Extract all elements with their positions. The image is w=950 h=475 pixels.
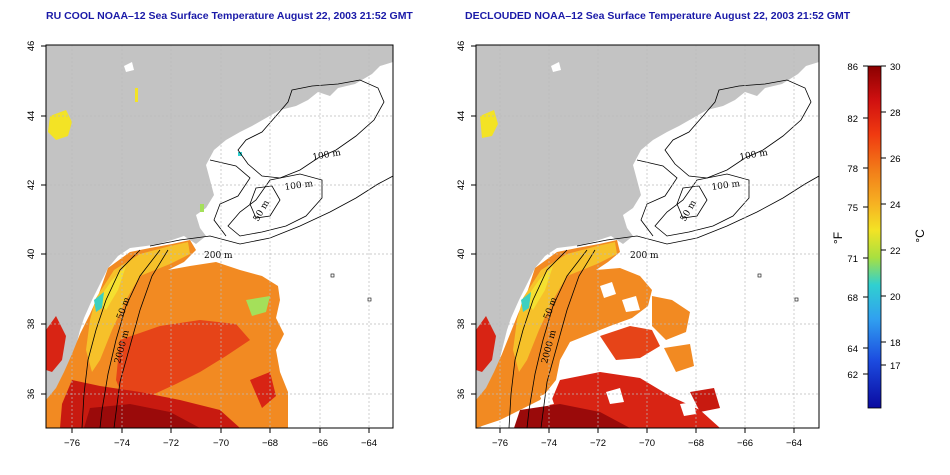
contour-label: 200 m	[204, 251, 233, 261]
celsius-label: °C	[913, 229, 927, 243]
contour-label: 100 m	[284, 179, 314, 193]
fahrenheit-label: °F	[831, 232, 845, 244]
graticule	[46, 45, 393, 428]
panel-title-left: RU COOL NOAA–12 Sea Surface Temperature …	[46, 10, 413, 22]
x-tick-label: −64	[786, 438, 802, 449]
contour-label: 200 m	[630, 251, 659, 261]
contour-label: 100 m	[739, 148, 769, 163]
y-tick-label: 46	[456, 41, 467, 52]
fahrenheit-tick: 68	[847, 293, 858, 304]
x-tick-label: −66	[312, 438, 328, 449]
celsius-tick: 28	[890, 108, 901, 119]
y-tick-label: 36	[456, 389, 467, 400]
x-tick-label: −72	[163, 438, 179, 449]
y-tick-label: 46	[26, 41, 37, 52]
land-mass	[46, 45, 393, 428]
y-tick-label: 38	[456, 319, 467, 330]
celsius-tick: 26	[890, 154, 901, 165]
x-tick-label: −74	[541, 438, 557, 449]
x-tick-label: −72	[590, 438, 606, 449]
x-tick-label: −66	[737, 438, 753, 449]
fahrenheit-tick: 62	[847, 370, 858, 381]
fahrenheit-tick: 86	[847, 62, 858, 73]
x-tick-label: −68	[688, 438, 704, 449]
y-tick-label: 44	[26, 111, 37, 122]
colorbar-scale	[867, 65, 882, 409]
fahrenheit-tick: 82	[847, 114, 858, 125]
y-tick-label: 40	[26, 249, 37, 260]
map-frame	[45, 44, 394, 429]
fahrenheit-tick: 71	[847, 254, 858, 265]
y-tick-label: 36	[26, 389, 37, 400]
contour-label: 100 m	[711, 179, 741, 193]
fahrenheit-tick: 78	[847, 164, 858, 175]
map-panel-left: 100 m 100 m 50 m 200 m 50 m 2000 m	[26, 41, 394, 449]
graticule	[476, 45, 819, 428]
map-panel-right: 100 m 100 m 50 m 200 m 50 m 2000 m	[456, 41, 820, 449]
fahrenheit-tick: 75	[847, 203, 858, 214]
panel-title-right: DECLOUDED NOAA–12 Sea Surface Temperatur…	[465, 10, 851, 22]
y-tick-label: 44	[456, 111, 467, 122]
x-tick-label: −76	[492, 438, 508, 449]
colorbar: 86 82 78 75 71 68 64 62 30 28 26 24 22 2…	[831, 62, 927, 409]
celsius-tick: 24	[890, 200, 901, 211]
land-mass	[476, 45, 819, 428]
contour-label: 100 m	[312, 148, 342, 163]
celsius-tick: 30	[890, 62, 901, 73]
bathymetry-contours	[508, 79, 819, 428]
x-tick-label: −70	[639, 438, 655, 449]
x-tick-label: −64	[361, 438, 377, 449]
y-tick-label: 38	[26, 319, 37, 330]
y-tick-label: 40	[456, 249, 467, 260]
x-tick-label: −70	[213, 438, 229, 449]
celsius-tick: 20	[890, 292, 901, 303]
y-tick-label: 42	[456, 180, 467, 191]
celsius-tick: 17	[890, 361, 901, 372]
y-tick-label: 42	[26, 180, 37, 191]
fahrenheit-tick: 64	[847, 344, 858, 355]
x-tick-label: −74	[114, 438, 130, 449]
celsius-tick: 18	[890, 338, 901, 349]
x-tick-label: −76	[64, 438, 80, 449]
celsius-tick: 22	[890, 246, 901, 257]
x-tick-label: −68	[262, 438, 278, 449]
